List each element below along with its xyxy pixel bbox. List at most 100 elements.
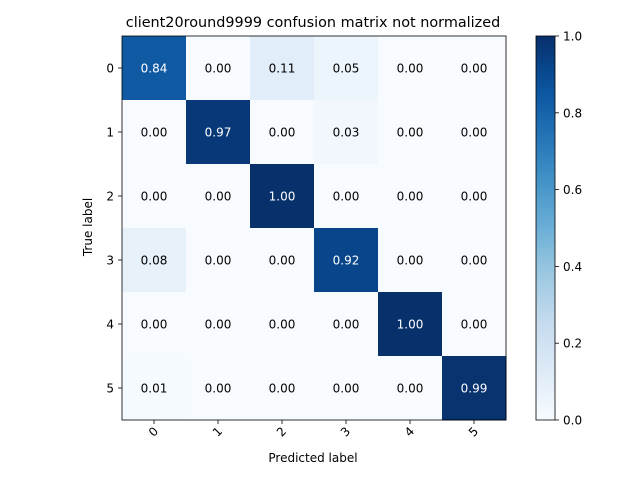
x-tick-label: 5	[466, 424, 481, 439]
heatmap-cell	[122, 164, 187, 229]
heatmap-cell	[250, 100, 315, 165]
x-tick-label: 0	[146, 424, 161, 439]
chart-title: client20round9999 confusion matrix not n…	[126, 15, 500, 31]
heatmap-cell	[378, 228, 443, 293]
x-tick-label: 4	[402, 424, 417, 439]
cell-value-label: 0.00	[333, 318, 360, 332]
heatmap-cell	[314, 356, 379, 421]
heatmap-cell	[122, 292, 187, 357]
colorbar-tick-label: 0.8	[563, 106, 582, 120]
cell-value-label: 0.00	[205, 190, 232, 204]
y-tick-label: 3	[106, 254, 114, 268]
cell-value-label: 0.05	[333, 62, 360, 76]
cell-value-label: 0.00	[461, 62, 488, 76]
cell-value-label: 0.00	[397, 190, 424, 204]
heatmap-cell	[442, 100, 507, 165]
heatmap-cell	[314, 164, 379, 229]
cell-value-label: 0.00	[461, 126, 488, 140]
colorbar-tick-label: 0.0	[563, 414, 582, 428]
heatmap-cell	[378, 100, 443, 165]
cell-value-label: 0.03	[333, 126, 360, 140]
y-axis-ticks: 0 1 2 3 4 5	[106, 62, 122, 396]
heatmap-cell	[250, 228, 315, 293]
heatmap-cell	[314, 228, 379, 293]
heatmap-cell	[442, 292, 507, 357]
cell-value-label: 0.84	[141, 62, 168, 76]
cell-value-label: 0.08	[141, 254, 168, 268]
y-tick-label: 4	[106, 318, 114, 332]
cell-value-label: 1.00	[397, 318, 424, 332]
heatmap-cell	[122, 36, 187, 101]
heatmap-cell	[250, 36, 315, 101]
cell-value-label: 0.00	[141, 190, 168, 204]
heatmap-cell	[442, 36, 507, 101]
cell-value-label: 0.99	[461, 382, 488, 396]
heatmap-cell	[442, 228, 507, 293]
heatmap-cell	[378, 164, 443, 229]
y-tick-label: 2	[106, 190, 114, 204]
heatmap-cell	[250, 164, 315, 229]
colorbar	[535, 35, 556, 421]
cell-value-label: 0.00	[461, 318, 488, 332]
colorbar-tick-label: 0.6	[563, 183, 582, 197]
cell-value-label: 0.00	[397, 254, 424, 268]
cell-value-label: 0.00	[397, 62, 424, 76]
heatmap-cell	[314, 292, 379, 357]
heatmap-cell	[250, 356, 315, 421]
cell-value-label: 0.00	[333, 190, 360, 204]
cell-value-label: 0.00	[269, 126, 296, 140]
cell-value-label: 0.00	[461, 254, 488, 268]
heatmap-cell	[442, 356, 507, 421]
cell-value-label: 0.00	[333, 382, 360, 396]
x-axis-label: Predicted label	[268, 451, 357, 465]
cell-value-label: 0.11	[269, 62, 296, 76]
heatmap-cell	[378, 36, 443, 101]
heatmap-cell	[186, 100, 251, 165]
x-tick-label: 3	[338, 424, 353, 439]
x-tick-label: 1	[210, 424, 225, 439]
cell-value-label: 0.00	[205, 254, 232, 268]
colorbar-tick-label: 1.0	[563, 30, 582, 44]
heatmap-cell	[314, 36, 379, 101]
x-axis-ticks: 0 1 2 3 4 5	[146, 420, 481, 440]
colorbar-ticks: 0.0 0.2 0.4 0.6 0.8 1.0	[555, 30, 582, 428]
heatmap-cell	[378, 356, 443, 421]
y-tick-label: 0	[106, 62, 114, 76]
cell-value-label: 0.00	[269, 382, 296, 396]
x-tick-label: 2	[274, 424, 289, 439]
cell-value-label: 0.00	[269, 318, 296, 332]
heatmap-cell-labels: 0.84 0.00 0.11 0.05 0.00 0.00 0.00 0.97 0.00 0.03…	[141, 62, 488, 396]
heatmap-cell	[314, 100, 379, 165]
cell-value-label: 0.00	[141, 318, 168, 332]
heatmap-cell	[122, 228, 187, 293]
colorbar-tick-label: 0.2	[563, 337, 582, 351]
heatmap-cell	[186, 292, 251, 357]
y-axis-label: True label	[81, 198, 95, 257]
cell-value-label: 0.01	[141, 382, 168, 396]
heatmap-cell	[122, 356, 187, 421]
cell-value-label: 0.00	[205, 318, 232, 332]
cell-value-label: 0.97	[205, 126, 232, 140]
axes-frame	[121, 35, 507, 421]
heatmap-cell	[122, 100, 187, 165]
heatmap-cell	[186, 36, 251, 101]
heatmap-cell	[442, 164, 507, 229]
cell-value-label: 0.00	[205, 62, 232, 76]
cell-value-label: 0.00	[461, 190, 488, 204]
cell-value-label: 1.00	[269, 190, 296, 204]
heatmap-cell	[250, 292, 315, 357]
cell-value-label: 0.00	[141, 126, 168, 140]
cell-value-label: 0.00	[269, 254, 296, 268]
heatmap-cell	[186, 228, 251, 293]
heatmap-cell	[378, 292, 443, 357]
cell-value-label: 0.00	[397, 126, 424, 140]
cell-value-label: 0.00	[205, 382, 232, 396]
y-tick-label: 1	[106, 126, 114, 140]
heatmap-cell	[186, 356, 251, 421]
y-tick-label: 5	[106, 382, 114, 396]
heatmap-cell	[186, 164, 251, 229]
colorbar-tick-label: 0.4	[563, 260, 582, 274]
heatmap-cells	[122, 36, 507, 421]
cell-value-label: 0.00	[397, 382, 424, 396]
